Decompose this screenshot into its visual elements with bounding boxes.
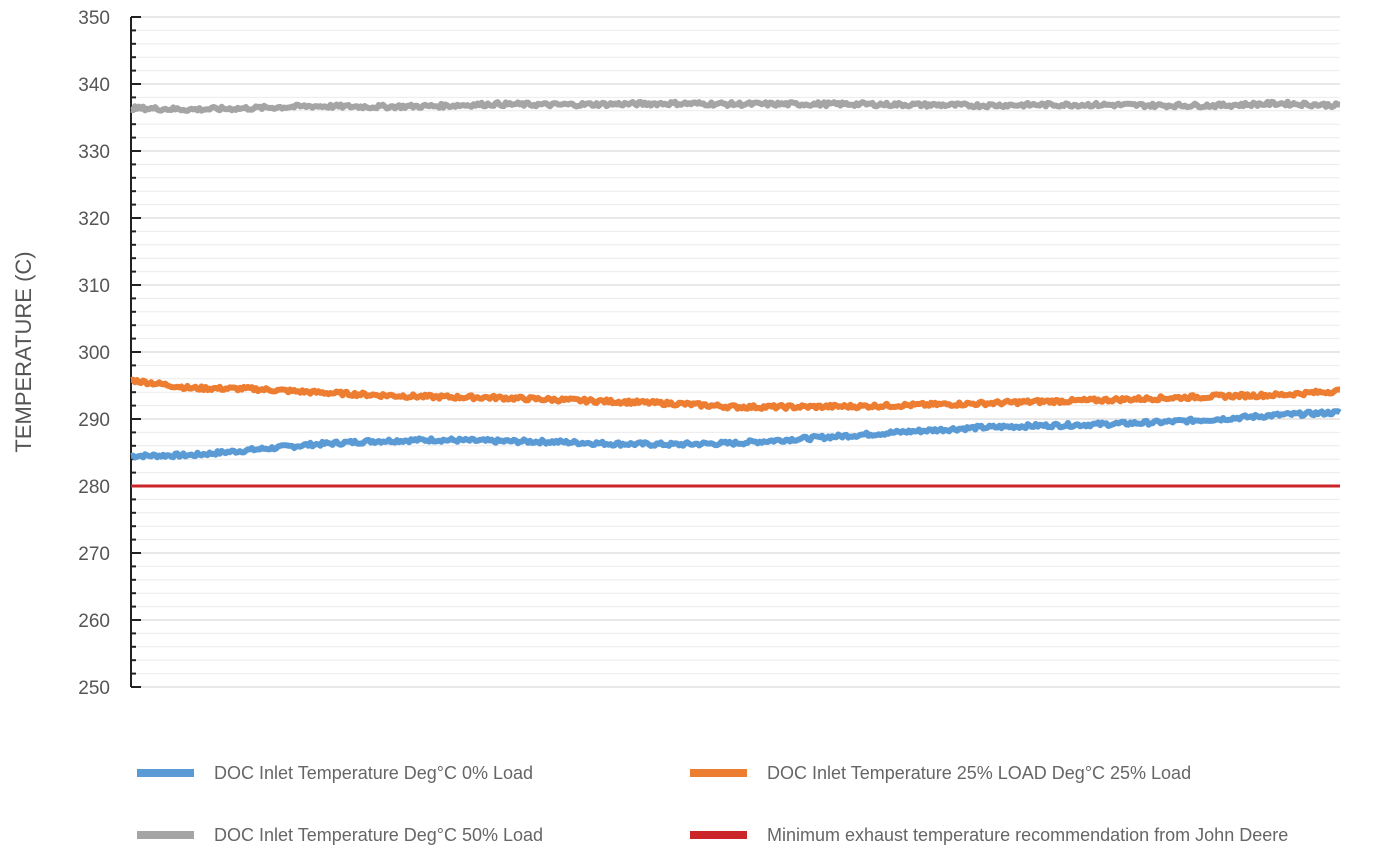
y-tick-label: 300 xyxy=(78,343,110,364)
plot-area xyxy=(130,98,1342,488)
legend-label: DOC Inlet Temperature 25% LOAD Deg°C 25%… xyxy=(767,763,1191,783)
legend-label: Minimum exhaust temperature recommendati… xyxy=(767,825,1288,845)
y-tick-label: 260 xyxy=(78,611,110,632)
series-line xyxy=(130,98,1341,114)
y-tick-label: 280 xyxy=(78,477,110,498)
y-tick-label: 340 xyxy=(78,75,110,96)
y-axis: 250 260 270 280 290 300 310 320 330 340 350 xyxy=(78,8,141,699)
y-tick-label: 290 xyxy=(78,410,110,431)
legend-swatch xyxy=(690,769,747,777)
series-line xyxy=(130,376,1341,412)
legend-label: DOC Inlet Temperature Deg°C 0% Load xyxy=(214,763,533,783)
y-tick-label: 250 xyxy=(78,678,110,699)
y-tick-label: 330 xyxy=(78,142,110,163)
y-tick-label: 350 xyxy=(78,8,110,29)
legend-swatch xyxy=(690,831,747,839)
y-tick-label: 310 xyxy=(78,276,110,297)
y-axis-title: TEMPERATURE (C) xyxy=(11,251,36,452)
y-tick-label: 270 xyxy=(78,544,110,565)
legend: DOC Inlet Temperature Deg°C 0% Load DOC I… xyxy=(137,763,1288,845)
gridlines xyxy=(131,16,1340,688)
legend-label: DOC Inlet Temperature Deg°C 50% Load xyxy=(214,825,543,845)
legend-swatch xyxy=(137,831,194,839)
legend-swatch xyxy=(137,769,194,777)
series-line xyxy=(130,408,1342,461)
y-tick-label: 320 xyxy=(78,209,110,230)
